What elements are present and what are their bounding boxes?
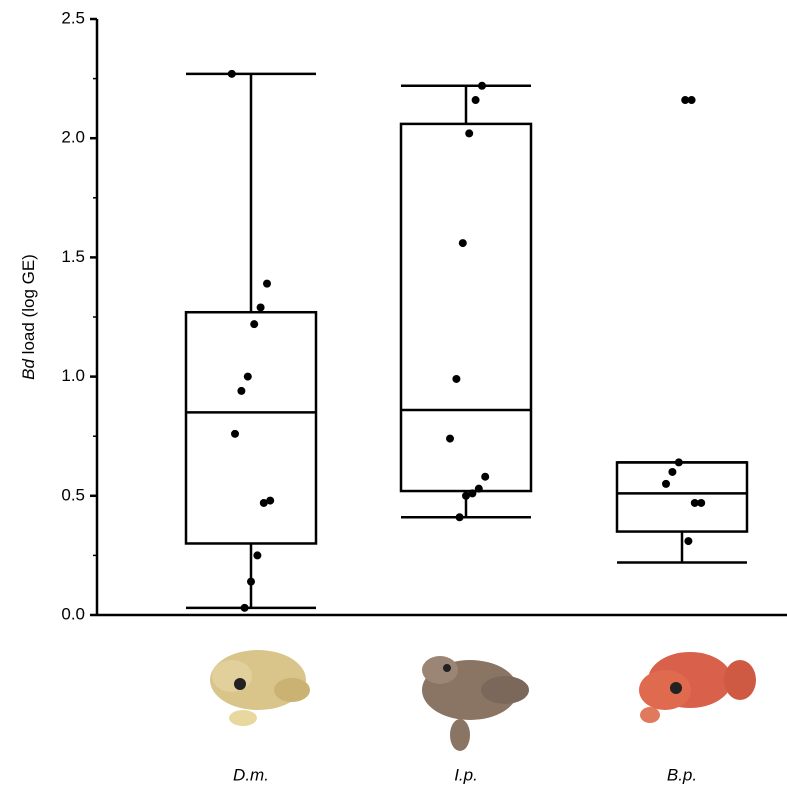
point [481, 473, 489, 481]
point [452, 375, 460, 383]
point [253, 551, 261, 559]
y-label-text: load (log GE) [19, 254, 38, 354]
point [691, 499, 699, 507]
chart: Bd load (log GE) 0.0 0.5 1.0 1.5 2.0 2.5 D.m. I… [0, 0, 787, 791]
frog-bp [639, 652, 756, 723]
point [263, 280, 271, 288]
point [462, 492, 470, 500]
point [675, 458, 683, 466]
point [668, 468, 676, 476]
point [247, 578, 255, 586]
point [231, 430, 239, 438]
box [401, 124, 531, 491]
point [257, 303, 265, 311]
y-tick-label: 1.5 [61, 247, 85, 266]
box [617, 462, 747, 531]
point [228, 70, 236, 78]
point [260, 499, 268, 507]
point [459, 239, 467, 247]
y-label-italic: Bd [19, 359, 38, 380]
x-tick-label: D.m. [233, 765, 269, 784]
point [472, 96, 480, 104]
point [250, 320, 258, 328]
point [456, 513, 464, 521]
y-tick-label: 2.5 [61, 8, 85, 27]
x-tick-label: I.p. [454, 765, 478, 784]
y-tick-label: 1.0 [61, 366, 85, 385]
point [681, 96, 689, 104]
y-tick-label: 2.0 [61, 128, 85, 147]
y-tick-label: 0.0 [61, 604, 85, 623]
frog-dm [210, 650, 310, 726]
y-tick-label: 0.5 [61, 485, 85, 504]
point [241, 604, 249, 612]
frog-ip [422, 656, 529, 751]
point [478, 82, 486, 90]
point [475, 485, 483, 493]
y-axis-label: Bd load (log GE) [19, 254, 38, 380]
box [186, 312, 316, 543]
point [244, 373, 252, 381]
point [662, 480, 670, 488]
point [446, 435, 454, 443]
point [465, 129, 473, 137]
point [237, 387, 245, 395]
x-tick-label: B.p. [667, 765, 697, 784]
point [684, 537, 692, 545]
